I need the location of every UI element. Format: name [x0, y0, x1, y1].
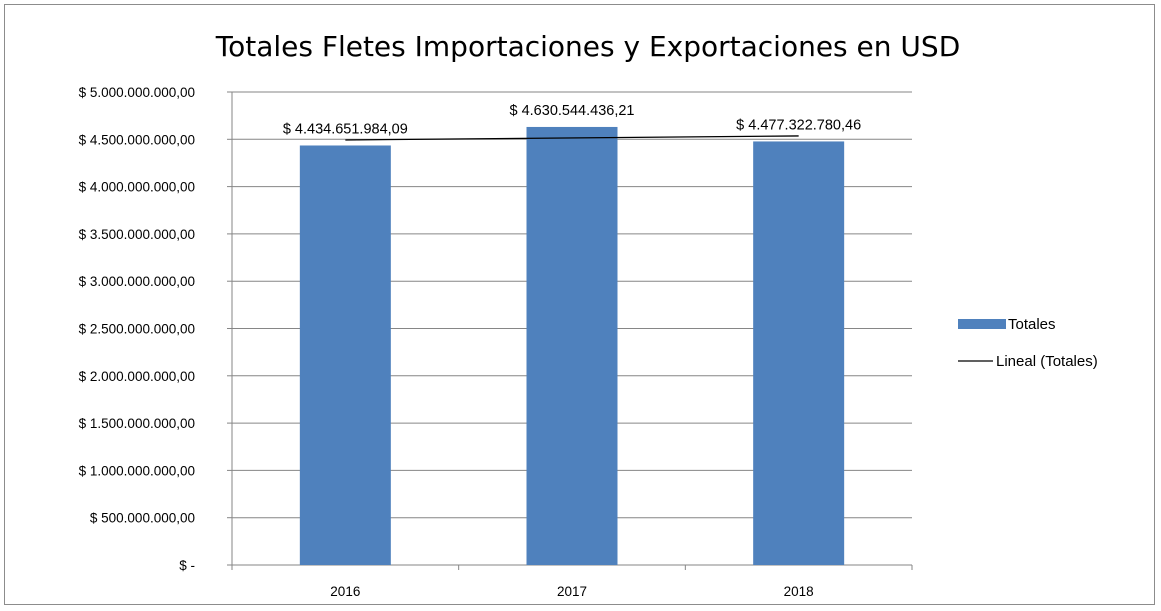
trendline-group — [345, 135, 799, 141]
legend: Totales Lineal (Totales) — [958, 316, 1098, 370]
x-axis-ticks: 2016 2017 2018 — [231, 565, 913, 599]
data-labels: $ 4.434.651.984,09 $ 4.630.544.436,21 $ 4.… — [283, 103, 861, 138]
legend-label-trendline: Lineal (Totales) — [996, 353, 1098, 370]
x-tick-label: 2017 — [557, 584, 587, 599]
y-tick-label: $ 3.000.000.000,00 — [79, 274, 195, 289]
bar-2016 — [299, 145, 391, 565]
y-tick-label: $ 2.500.000.000,00 — [79, 322, 195, 337]
y-tick-label: $ 2.000.000.000,00 — [79, 369, 195, 384]
bars — [299, 126, 845, 566]
data-label: $ 4.477.322.780,46 — [736, 117, 861, 133]
legend-swatch-totales — [958, 319, 1006, 329]
bar-2018 — [753, 141, 845, 566]
y-tick-label: $ 3.500.000.000,00 — [79, 227, 195, 242]
y-tick-label: $ 4.500.000.000,00 — [79, 132, 195, 147]
y-tick-label: $ 1.500.000.000,00 — [79, 416, 195, 431]
y-tick-label: $ 1.000.000.000,00 — [79, 463, 195, 478]
bar-2017 — [526, 126, 618, 565]
x-tick-label: 2018 — [784, 584, 814, 599]
y-tick-label: $ 5.000.000.000,00 — [79, 85, 195, 100]
y-axis-ticks: $ - $ 500.000.000,00 $ 1.000.000.000,00 $ 1… — [79, 85, 233, 573]
legend-label-totales: Totales — [1008, 316, 1056, 333]
chart-title: Totales Fletes Importaciones y Exportaci… — [215, 30, 961, 63]
y-tick-label: $ - — [179, 558, 195, 573]
data-label: $ 4.434.651.984,09 — [283, 121, 408, 137]
y-tick-label: $ 500.000.000,00 — [90, 511, 195, 526]
trendline — [345, 135, 799, 141]
y-tick-label: $ 4.000.000.000,00 — [79, 180, 195, 195]
data-label: $ 4.630.544.436,21 — [510, 103, 635, 119]
x-tick-label: 2016 — [330, 584, 360, 599]
